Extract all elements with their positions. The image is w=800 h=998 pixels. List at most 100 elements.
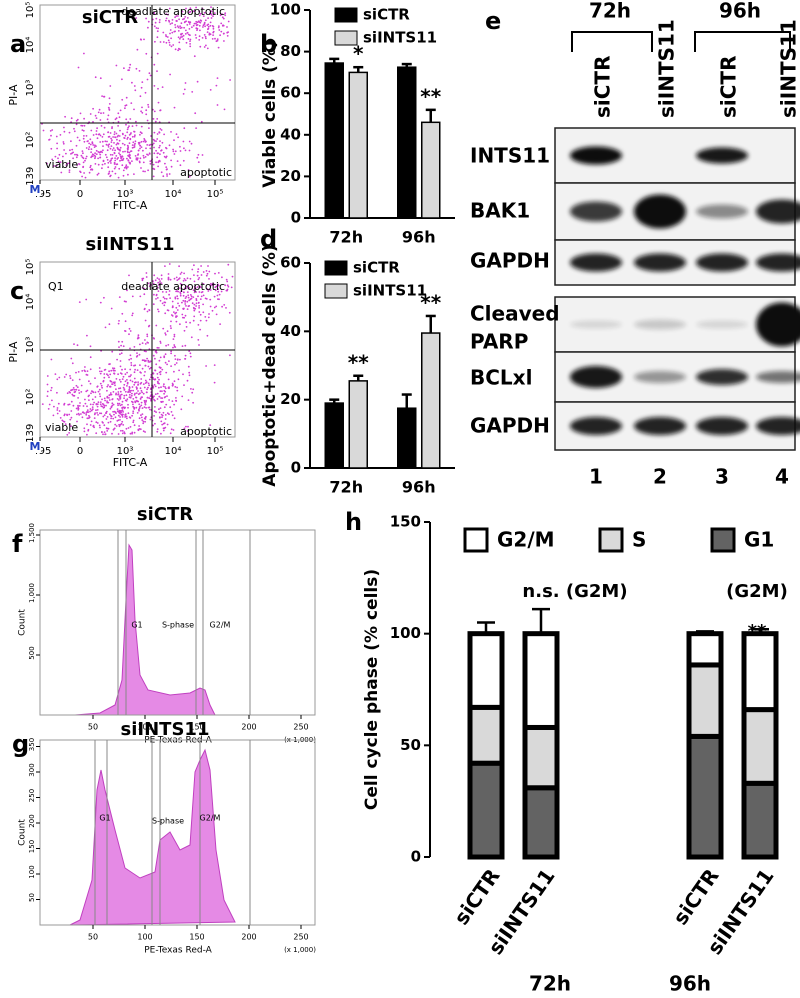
event-dot [168, 413, 170, 416]
event-dot [157, 165, 160, 168]
event-dot [200, 274, 203, 276]
event-dot [73, 130, 76, 133]
event-dot [152, 175, 155, 178]
bar-segment [741, 707, 779, 786]
event-dot [190, 336, 193, 339]
event-dot [182, 316, 184, 319]
event-dot [125, 427, 128, 430]
event-dot [170, 365, 173, 367]
event-dot [137, 149, 140, 152]
event-dot [89, 424, 92, 426]
event-dot [70, 153, 72, 155]
event-dot [152, 280, 154, 283]
event-dot [205, 44, 207, 47]
event-dot [209, 424, 212, 426]
event-dot [135, 124, 138, 127]
event-dot [217, 26, 220, 29]
event-dot [155, 140, 157, 143]
event-dot [57, 402, 60, 405]
event-dot [148, 378, 151, 381]
event-dot [186, 277, 189, 280]
event-dot [158, 146, 161, 149]
event-dot [126, 381, 129, 384]
event-dot [86, 374, 89, 376]
event-dot [175, 315, 178, 317]
event-dot [158, 408, 160, 411]
event-dot [168, 360, 170, 362]
panel-title: siINTS11 [86, 234, 175, 255]
event-dot [89, 382, 92, 385]
event-dot [121, 340, 124, 343]
event-dot [183, 26, 186, 29]
event-dot [195, 298, 198, 300]
event-dot [195, 20, 198, 23]
event-dot [230, 286, 233, 289]
event-dot [155, 324, 158, 327]
event-dot [79, 112, 82, 115]
event-dot [107, 131, 109, 134]
event-dot [208, 33, 211, 36]
event-dot [60, 171, 63, 174]
event-dot [224, 14, 227, 17]
event-dot [188, 23, 191, 25]
event-dot [131, 81, 133, 84]
event-dot [187, 425, 189, 428]
event-dot [122, 375, 125, 378]
event-dot [196, 156, 199, 159]
event-dot [103, 406, 106, 409]
bar [348, 380, 368, 469]
event-dot [147, 282, 150, 285]
event-dot [98, 393, 101, 395]
event-dot [210, 284, 213, 286]
event-dot [226, 284, 229, 287]
event-dot [145, 109, 148, 112]
event-dot [140, 146, 143, 149]
event-dot [90, 168, 92, 171]
event-dot [96, 405, 99, 408]
event-dot [110, 137, 112, 140]
y-axis-label: Apoptotic+dead cells (%) [260, 244, 280, 486]
event-dot [156, 398, 159, 400]
event-dot [167, 39, 170, 42]
event-dot [83, 117, 85, 120]
event-dot [188, 175, 191, 178]
y-axis-label: PI-A [7, 84, 20, 106]
event-dot [179, 164, 182, 167]
event-dot [136, 369, 139, 371]
bar [324, 62, 344, 219]
event-dot [141, 391, 144, 394]
event-dot [227, 263, 230, 266]
event-dot [117, 322, 120, 325]
event-dot [165, 34, 167, 36]
event-dot [182, 279, 185, 282]
event-dot [178, 47, 180, 50]
event-dot [212, 34, 215, 36]
event-dot [182, 140, 185, 143]
event-dot [142, 154, 145, 157]
event-dot [133, 144, 136, 147]
event-dot [112, 381, 115, 384]
event-dot [133, 424, 136, 427]
y-tick-label: 10³ [25, 80, 36, 97]
event-dot [140, 38, 143, 41]
event-dot [162, 411, 165, 414]
event-dot [109, 363, 111, 365]
event-dot [115, 412, 117, 414]
event-dot [157, 281, 160, 284]
event-dot [161, 414, 164, 417]
event-dot [166, 330, 169, 333]
event-dot [104, 433, 107, 436]
event-dot [65, 152, 67, 155]
event-dot [189, 10, 192, 13]
event-dot [153, 131, 156, 134]
event-dot [180, 22, 183, 25]
event-dot [156, 52, 159, 55]
event-dot [72, 151, 74, 154]
event-dot [195, 305, 198, 307]
event-dot [109, 153, 112, 156]
event-dot [184, 16, 187, 18]
event-dot [213, 306, 216, 309]
event-dot [168, 290, 171, 292]
row-label: BAK1 [470, 199, 530, 223]
event-dot [176, 297, 179, 300]
